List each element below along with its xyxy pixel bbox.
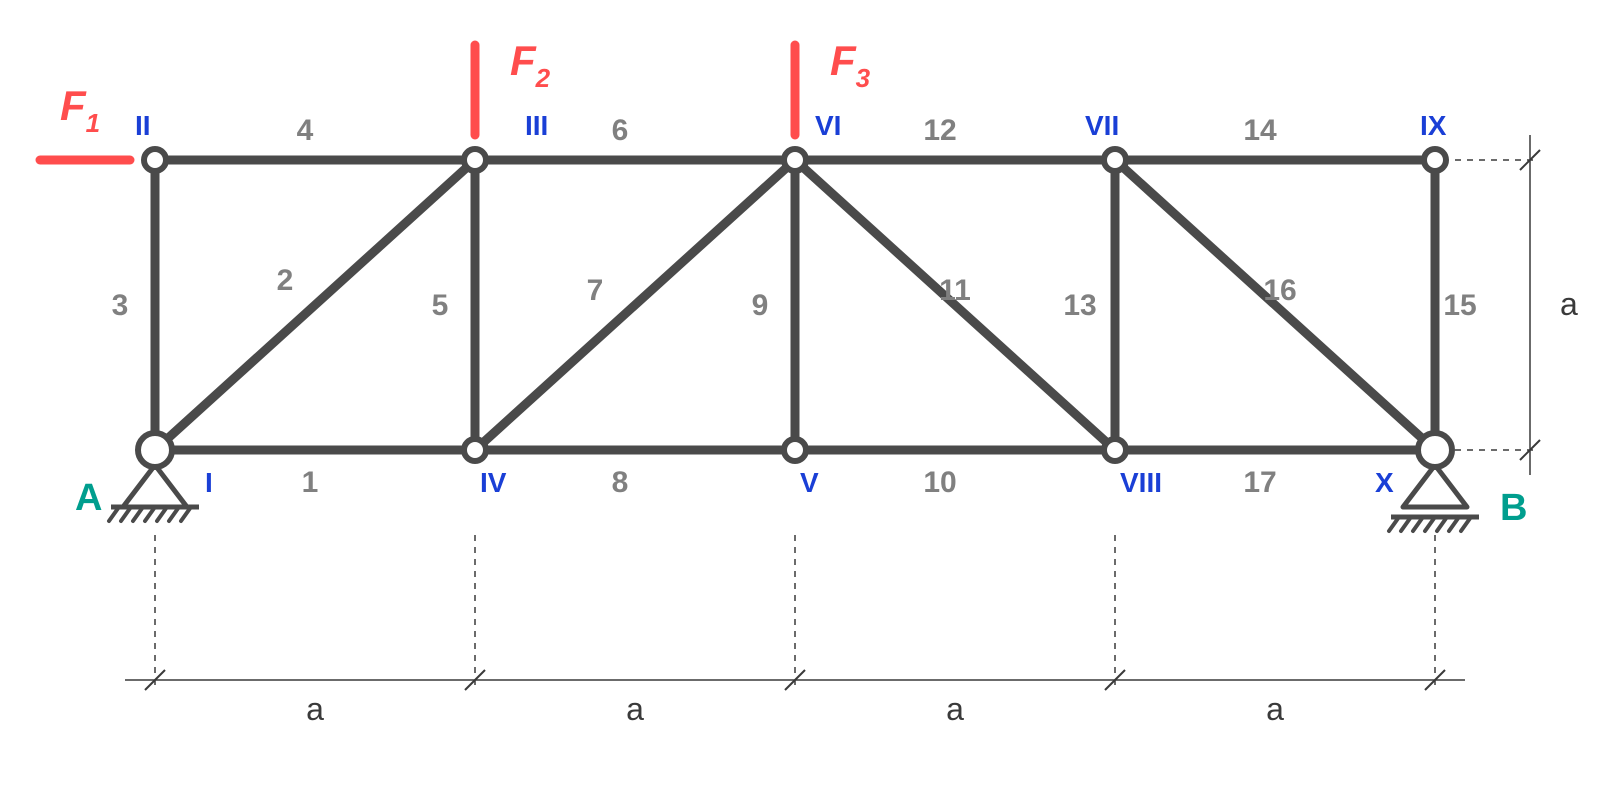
node-label-IV: IV bbox=[480, 467, 507, 498]
dim-label-bottom: a bbox=[306, 691, 324, 727]
support-label-B: B bbox=[1500, 487, 1527, 529]
node-label-III: III bbox=[525, 110, 548, 141]
node-VI bbox=[784, 149, 806, 171]
member-2 bbox=[155, 160, 475, 450]
member-label-10: 10 bbox=[923, 466, 956, 499]
force-label-F2: F2 bbox=[510, 37, 551, 93]
node-label-X: X bbox=[1375, 467, 1394, 498]
member-label-12: 12 bbox=[923, 114, 956, 147]
node-label-VIII: VIII bbox=[1120, 467, 1162, 498]
member-label-7: 7 bbox=[587, 274, 604, 307]
node-label-I: I bbox=[205, 467, 213, 498]
node-label-II: II bbox=[135, 110, 151, 141]
truss-diagram: ABF1F2F3IIIIIIIVVVIVIIVIIIIXX12345678910… bbox=[0, 0, 1600, 800]
node-label-V: V bbox=[800, 467, 819, 498]
node-label-VI: VI bbox=[815, 110, 841, 141]
member-label-13: 13 bbox=[1063, 289, 1096, 322]
node-V bbox=[784, 439, 806, 461]
forces-group: F1 F2 F3 bbox=[40, 37, 871, 160]
dim-label-bottom: a bbox=[946, 691, 964, 727]
dim-label-bottom: a bbox=[1266, 691, 1284, 727]
member-label-8: 8 bbox=[612, 466, 629, 499]
node-X bbox=[1418, 433, 1452, 467]
dim-label-right: a bbox=[1560, 286, 1578, 322]
member-label-3: 3 bbox=[112, 289, 129, 322]
support-A: A bbox=[75, 465, 199, 521]
node-VII bbox=[1104, 149, 1126, 171]
member-7 bbox=[475, 160, 795, 450]
node-VIII bbox=[1104, 439, 1126, 461]
members-group bbox=[155, 160, 1435, 450]
member-label-11: 11 bbox=[939, 274, 971, 307]
node-II bbox=[144, 149, 166, 171]
force-label-F3: F3 bbox=[830, 37, 871, 93]
node-I bbox=[138, 433, 172, 467]
member-label-4: 4 bbox=[297, 114, 314, 147]
member-label-2: 2 bbox=[277, 264, 294, 297]
member-label-16: 16 bbox=[1263, 274, 1296, 307]
member-label-14: 14 bbox=[1243, 114, 1277, 147]
dim-label-bottom: a bbox=[626, 691, 644, 727]
member-label-9: 9 bbox=[752, 289, 769, 322]
node-III bbox=[464, 149, 486, 171]
member-label-15: 15 bbox=[1443, 289, 1476, 322]
member-label-6: 6 bbox=[612, 114, 629, 147]
dimensions-group: a a a a a bbox=[125, 135, 1578, 727]
node-label-VII: VII bbox=[1085, 110, 1119, 141]
node-IV bbox=[464, 439, 486, 461]
member-label-17: 17 bbox=[1243, 466, 1276, 499]
support-B: B bbox=[1389, 465, 1527, 531]
node-IX bbox=[1424, 149, 1446, 171]
support-label-A: A bbox=[75, 477, 102, 519]
node-label-IX: IX bbox=[1420, 110, 1447, 141]
member-label-1: 1 bbox=[302, 466, 319, 499]
force-label-F1: F1 bbox=[60, 82, 100, 138]
member-label-5: 5 bbox=[432, 289, 449, 322]
